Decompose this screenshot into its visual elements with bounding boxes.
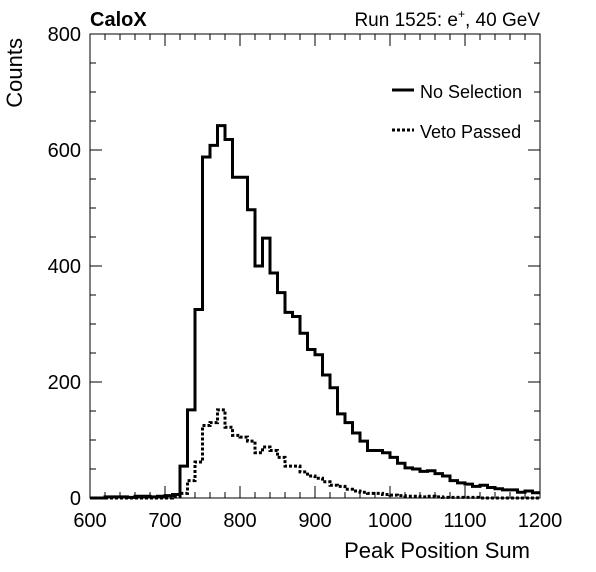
histogram-bin xyxy=(270,273,278,498)
histogram-bin xyxy=(308,476,316,498)
experiment-label: CaloX xyxy=(90,9,147,31)
histogram-bin xyxy=(255,453,263,498)
series-line xyxy=(90,124,540,500)
series-veto-passed xyxy=(90,408,540,500)
histogram-bin xyxy=(285,466,293,498)
histogram-bin xyxy=(240,177,248,498)
y-tick-label: 0 xyxy=(70,488,81,510)
y-tick-label: 600 xyxy=(48,140,81,162)
histogram-bin xyxy=(375,450,383,498)
plot-frame xyxy=(89,33,541,499)
histogram-bin xyxy=(278,457,286,498)
run-label-prefix: Run 1525: e xyxy=(354,10,458,31)
y-tick-label: 800 xyxy=(48,24,81,46)
run-label: Run 1525: e+, 40 GeV xyxy=(354,7,540,31)
histogram-bin xyxy=(210,145,218,498)
histogram-bin xyxy=(218,126,226,498)
histogram-bin xyxy=(413,469,421,498)
x-tick-label: 600 xyxy=(73,510,106,532)
axis-ticks xyxy=(89,33,541,499)
histogram-bin xyxy=(240,437,248,498)
histogram-bin xyxy=(225,140,233,498)
histogram-bin xyxy=(233,177,241,498)
run-label-superscript: + xyxy=(458,7,465,21)
x-tick-label: 1100 xyxy=(443,510,486,532)
y-tick-label: 400 xyxy=(48,256,81,278)
histogram-bin xyxy=(338,486,346,498)
x-tick-label: 1000 xyxy=(368,510,413,532)
histogram-bin xyxy=(255,266,263,498)
histogram-bin xyxy=(233,435,241,498)
x-tick-label: 900 xyxy=(298,510,331,532)
series-line xyxy=(90,408,540,500)
histogram-bin xyxy=(285,312,293,498)
histogram-bin xyxy=(248,441,256,498)
histogram-bin xyxy=(330,485,338,498)
legend-label-veto-passed: Veto Passed xyxy=(420,122,521,142)
x-tick-label: 800 xyxy=(223,510,256,532)
histogram-bin xyxy=(263,238,271,498)
histogram-bin xyxy=(203,426,211,499)
x-tick-label: 1200 xyxy=(518,510,563,532)
histogram-series xyxy=(90,124,540,500)
y-tick-label: 200 xyxy=(48,372,81,394)
histogram-bin xyxy=(323,482,331,498)
histogram-bin xyxy=(420,471,428,498)
histogram-bin xyxy=(263,447,271,498)
histogram-bin xyxy=(225,427,233,498)
histogram-bin xyxy=(210,423,218,498)
histogram-bin xyxy=(383,453,391,498)
y-axis-title: Counts xyxy=(2,38,27,108)
x-tick-label: 700 xyxy=(148,510,181,532)
series-no-selection xyxy=(90,124,540,500)
histogram-bin xyxy=(270,450,278,498)
histogram-bin xyxy=(315,478,323,498)
axis-tick-labels: 600 700 800 900 1000 1100 1200 0 200 400 600 800 xyxy=(48,24,563,532)
legend: No Selection Veto Passed xyxy=(392,82,522,142)
histogram-bin xyxy=(405,468,413,498)
histogram-bin xyxy=(300,472,308,498)
legend-label-no-selection: No Selection xyxy=(420,82,522,102)
histogram-bin xyxy=(368,450,376,498)
x-axis-title: Peak Position Sum xyxy=(344,538,530,563)
run-label-suffix: , 40 GeV xyxy=(465,10,540,31)
